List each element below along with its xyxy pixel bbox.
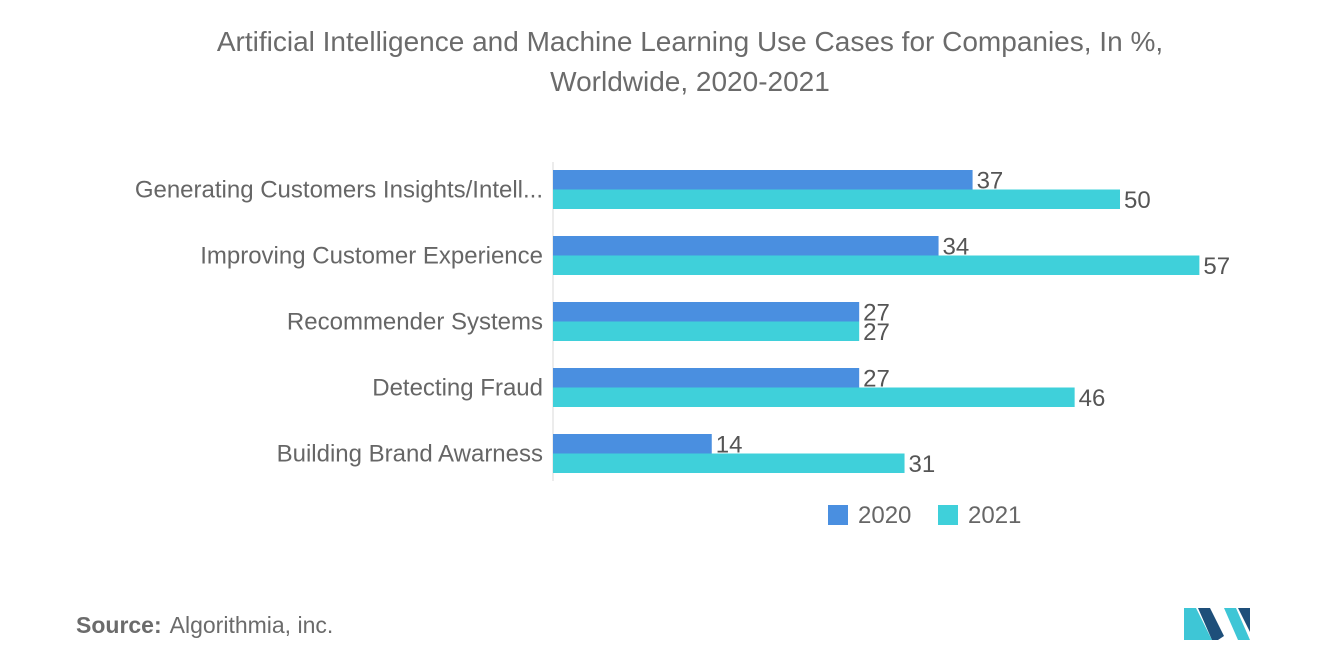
logo-shape-middle [1198, 608, 1224, 640]
legend-swatch-2020 [828, 505, 848, 525]
data-label-2021: 27 [863, 319, 890, 346]
source-note: Source: Algorithmia, inc. [76, 612, 333, 639]
category-label: Recommender Systems [287, 309, 543, 336]
bar-2021 [553, 255, 1200, 275]
data-label-2021: 57 [1203, 253, 1230, 280]
mordor-logo-icon [1184, 608, 1250, 640]
bar-2020 [553, 434, 712, 454]
bar-2020 [553, 368, 860, 388]
bar-2021 [553, 453, 905, 473]
data-label-2020: 27 [863, 300, 890, 327]
bar-2020 [553, 236, 939, 256]
category-label: Improving Customer Experience [200, 243, 543, 270]
legend-label-2020: 2020 [858, 502, 911, 529]
legend-swatch-2021 [938, 505, 958, 525]
source-label: Source: [76, 612, 162, 638]
data-label-2021: 31 [909, 451, 936, 478]
category-label: Building Brand Awarness [277, 441, 543, 468]
chart-title: Artificial Intelligence and Machine Lear… [60, 22, 1320, 102]
logo-shape-right [1224, 608, 1250, 640]
logo-shape-left [1184, 608, 1212, 640]
chart-title-line1: Artificial Intelligence and Machine Lear… [216, 26, 1164, 57]
bar-2021 [553, 387, 1075, 407]
legend-label-2021: 2021 [968, 502, 1021, 529]
bar-2020 [553, 302, 860, 322]
category-label: Generating Customers Insights/Intell... [135, 177, 543, 204]
chart-title-line2: Worldwide, 2020-2021 [550, 66, 830, 97]
data-label-2021: 46 [1079, 385, 1106, 412]
data-label-2021: 50 [1124, 187, 1151, 214]
bar-2021 [553, 321, 860, 341]
category-label: Detecting Fraud [372, 375, 543, 402]
logo-shape-corner [1238, 608, 1250, 632]
bar-2021 [553, 189, 1120, 209]
bar-2020 [553, 170, 973, 190]
source-text: Algorithmia, inc. [169, 612, 334, 638]
